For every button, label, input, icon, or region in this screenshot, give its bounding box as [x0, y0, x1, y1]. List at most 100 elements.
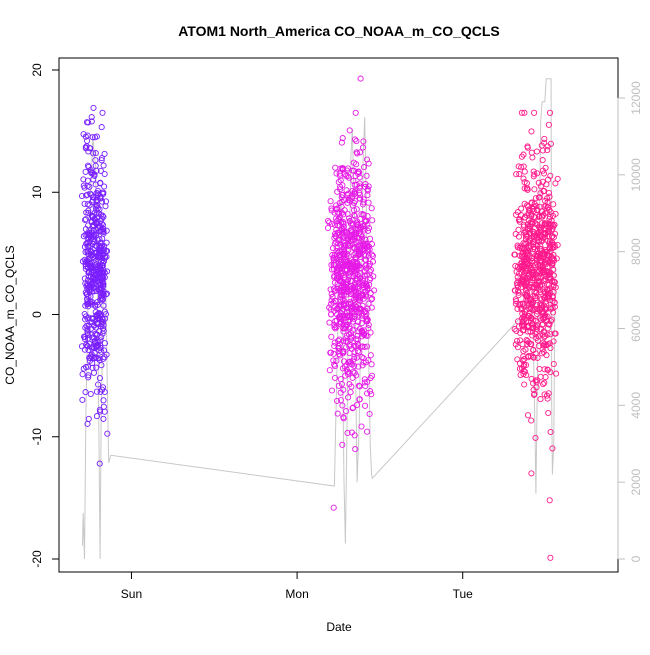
data-point-cluster-3 [537, 373, 544, 380]
data-point-cluster-3 [544, 395, 551, 402]
data-point-cluster-3 [535, 179, 542, 186]
data-point-cluster-2 [343, 172, 350, 179]
data-point-cluster-3 [530, 241, 537, 248]
data-point-cluster-1 [101, 183, 108, 190]
data-point-cluster-2 [345, 215, 353, 222]
data-point-cluster-2 [359, 362, 366, 369]
y-axis-label: CO_NOAA_m_CO_QCLS [3, 245, 17, 384]
data-point-cluster-1 [89, 197, 97, 204]
data-point-cluster-2 [366, 235, 374, 242]
data-point-cluster-3 [518, 304, 525, 311]
data-point-cluster-1 [96, 406, 103, 413]
data-point-cluster-2 [346, 194, 353, 201]
data-point-cluster-3 [528, 470, 535, 477]
data-point-cluster-1 [97, 167, 104, 174]
data-point-cluster-3 [552, 330, 559, 337]
data-point-cluster-2 [352, 227, 359, 234]
data-points-layer [78, 75, 561, 561]
data-point-cluster-1 [98, 155, 105, 162]
data-point-cluster-2 [338, 319, 345, 326]
data-point-cluster-2 [327, 306, 335, 313]
data-point-cluster-3 [530, 346, 537, 353]
data-point-cluster-1 [82, 168, 89, 175]
data-point-cluster-2 [348, 429, 355, 436]
data-point-cluster-3 [533, 206, 540, 213]
data-point-cluster-2 [340, 288, 347, 295]
data-point-cluster-2 [339, 192, 346, 199]
data-point-cluster-2 [359, 233, 366, 240]
data-point-cluster-2 [340, 223, 347, 230]
data-point-cluster-2 [347, 277, 354, 284]
data-point-cluster-2 [345, 318, 352, 325]
data-point-cluster-2 [337, 242, 345, 249]
data-point-cluster-2 [340, 325, 347, 332]
data-point-cluster-3 [541, 334, 548, 341]
data-point-cluster-2 [356, 383, 363, 390]
data-point-cluster-2 [348, 345, 355, 353]
data-point-cluster-3 [533, 234, 540, 241]
data-point-cluster-1 [80, 365, 87, 372]
data-point-cluster-2 [338, 381, 345, 388]
y2-tick-label: 0 [629, 555, 643, 562]
data-point-cluster-2 [350, 264, 357, 271]
data-point-cluster-1 [93, 413, 100, 420]
data-point-cluster-3 [528, 417, 535, 424]
data-point-cluster-2 [362, 183, 369, 190]
data-point-cluster-3 [543, 352, 550, 359]
data-point-cluster-1 [85, 372, 92, 379]
data-point-cluster-3 [518, 164, 525, 171]
data-point-cluster-2 [352, 295, 359, 302]
data-point-cluster-2 [361, 242, 368, 249]
data-point-cluster-2 [330, 357, 337, 364]
data-point-cluster-3 [518, 109, 525, 116]
data-point-cluster-2 [350, 304, 357, 311]
data-point-cluster-1 [85, 303, 92, 310]
data-point-cluster-3 [533, 148, 540, 155]
data-point-cluster-2 [349, 229, 356, 236]
data-point-cluster-2 [335, 344, 342, 352]
data-point-cluster-1 [87, 248, 94, 255]
data-point-cluster-3 [540, 342, 548, 349]
data-point-cluster-2 [332, 164, 339, 171]
data-point-cluster-2 [332, 215, 339, 222]
data-point-cluster-2 [344, 258, 351, 265]
data-point-cluster-1 [97, 180, 104, 187]
data-point-cluster-2 [362, 307, 369, 314]
data-point-cluster-3 [549, 278, 556, 285]
data-point-cluster-1 [96, 242, 103, 249]
data-point-cluster-3 [520, 163, 527, 170]
data-point-cluster-2 [340, 242, 347, 249]
data-point-cluster-3 [524, 257, 531, 264]
data-point-cluster-3 [513, 280, 521, 287]
data-point-cluster-1 [100, 415, 107, 422]
data-point-cluster-2 [356, 275, 364, 282]
data-point-cluster-2 [366, 410, 373, 418]
data-point-cluster-3 [551, 279, 558, 286]
data-point-cluster-2 [345, 190, 352, 197]
data-point-cluster-2 [366, 276, 373, 283]
data-point-cluster-1 [98, 286, 105, 293]
data-point-cluster-3 [545, 409, 552, 417]
data-point-cluster-2 [368, 304, 375, 311]
data-point-cluster-2 [327, 349, 334, 356]
data-point-cluster-1 [87, 190, 94, 197]
data-point-cluster-2 [353, 206, 360, 213]
data-point-cluster-3 [533, 268, 540, 275]
data-point-cluster-3 [550, 266, 557, 273]
data-point-cluster-3 [546, 109, 554, 116]
data-point-cluster-1 [84, 285, 91, 293]
data-point-cluster-3 [512, 211, 520, 218]
data-point-cluster-1 [95, 321, 102, 328]
data-point-cluster-3 [528, 341, 535, 348]
data-point-cluster-2 [368, 205, 375, 212]
data-point-cluster-3 [529, 228, 536, 235]
data-point-cluster-2 [353, 401, 361, 409]
data-point-cluster-3 [551, 299, 558, 307]
data-point-cluster-3 [525, 302, 532, 309]
data-point-cluster-1 [78, 192, 86, 200]
data-point-cluster-3 [531, 293, 538, 300]
data-point-cluster-2 [331, 363, 339, 370]
data-point-cluster-3 [520, 316, 527, 324]
data-point-cluster-2 [352, 188, 359, 195]
data-point-cluster-2 [355, 251, 362, 258]
